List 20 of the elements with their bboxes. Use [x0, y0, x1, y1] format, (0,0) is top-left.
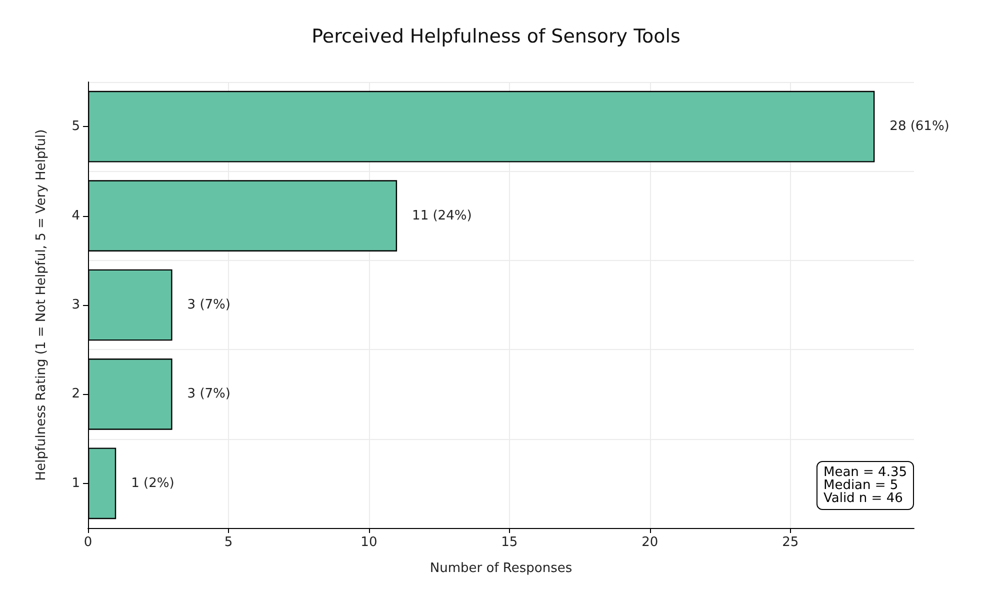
chart-title: Perceived Helpfulness of Sensory Tools	[312, 26, 680, 48]
y-tick-label: 4	[72, 208, 80, 224]
x-tick-label: 5	[224, 535, 233, 550]
y-tick-label: 3	[72, 298, 80, 312]
annotation: Mean = 4.35 Median = 5 Valid n = 46	[823, 465, 908, 506]
x-tick-label: 0	[84, 535, 92, 550]
y-tick-label: 5	[72, 119, 80, 134]
data-label: 28 (61%)	[890, 119, 950, 134]
x-tick-label: 25	[782, 535, 799, 550]
x-tick-label: 20	[642, 535, 658, 550]
x-axis-title: Number of Responses	[430, 561, 572, 576]
y-tick-label: 2	[72, 386, 80, 402]
data-label: 3 (7%)	[187, 386, 230, 402]
data-label: 11 (24%)	[412, 208, 472, 224]
data-label: 1 (2%)	[131, 476, 174, 491]
x-tick-label: 10	[360, 535, 378, 550]
x-tick-label: 15	[501, 535, 518, 550]
y-tick-label: 1	[72, 476, 80, 491]
y-axis-title: Helpfulness Rating (1 = Not Helpful, 5 = Very Helpful)	[34, 129, 49, 481]
data-label: 3 (7%)	[187, 298, 230, 312]
